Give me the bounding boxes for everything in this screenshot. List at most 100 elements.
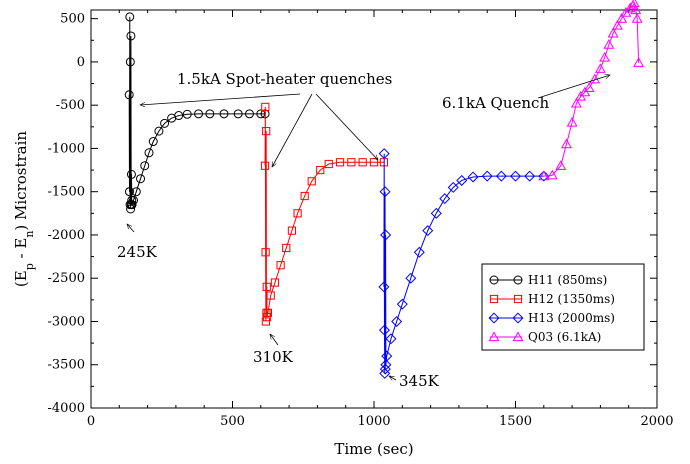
data-point (205, 109, 215, 119)
data-point (546, 169, 558, 180)
annotation-arrow-1 (140, 93, 301, 105)
legend-marker (512, 331, 524, 342)
data-point (126, 204, 136, 214)
data-point (589, 73, 601, 84)
annotation-spot-heater: 1.5kA Spot-heater quenches (140, 70, 392, 167)
data-point (633, 57, 645, 67)
x-tick-label: 500 (220, 414, 245, 429)
y-tick-label: -1000 (48, 141, 85, 156)
legend-marker (488, 331, 500, 342)
data-point (244, 109, 254, 119)
annotation-310k: 310K (253, 334, 294, 366)
data-point (599, 51, 611, 62)
data-point (140, 161, 150, 171)
data-point (456, 174, 468, 186)
data-point (603, 38, 615, 49)
y-tick-label: -500 (56, 98, 85, 113)
data-point (131, 187, 141, 197)
legend-marker (512, 312, 524, 324)
data-point (378, 281, 390, 293)
data-point (124, 90, 134, 100)
data-point (538, 170, 550, 182)
data-point (509, 170, 522, 182)
annotation-arrow-5 (127, 224, 135, 233)
axis-ticks: 0 500 1000 1500 2000 -4000 -3500 -3000 -2500 -200… (48, 10, 674, 429)
data-point (219, 109, 229, 119)
x-tick-label: 1500 (499, 414, 532, 429)
data-point (439, 193, 451, 205)
data-point (233, 109, 243, 119)
x-axis-title: Time (sec) (334, 440, 413, 458)
data-point (616, 13, 628, 23)
data-point (524, 170, 536, 182)
annotation-345k-text: 345K (399, 372, 440, 390)
data-point (160, 118, 170, 128)
x-tick-label: 0 (87, 414, 95, 429)
y-tick-label: -2000 (48, 228, 85, 243)
data-point (594, 63, 606, 73)
data-point (380, 229, 392, 241)
data-point (378, 324, 390, 336)
data-point (126, 31, 136, 41)
data-point (628, 0, 640, 8)
data-point (396, 298, 408, 310)
data-point (347, 158, 356, 167)
series-line (264, 106, 384, 322)
annotation-310k-text: 310K (253, 348, 294, 366)
data-point (125, 12, 135, 22)
series-1 (124, 12, 270, 214)
legend-marker (513, 275, 523, 285)
y-axis-title: (Ep - En) Microstrain (12, 131, 36, 288)
data-point (262, 313, 272, 322)
x-tick-label: 2000 (640, 414, 673, 429)
annotation-spot-heater-text: 1.5kA Spot-heater quenches (177, 70, 392, 88)
data-point (358, 158, 367, 167)
data-point (144, 148, 154, 158)
data-point (287, 226, 297, 235)
data-point (385, 333, 397, 345)
legend: H11 (850ms) H12 (1350ms) H13 (2000ms) Q03 (… (481, 263, 645, 351)
data-point (125, 57, 135, 67)
y-tick-label: -2500 (48, 271, 85, 286)
annotation-arrow-6 (270, 334, 279, 346)
data-marks (124, 0, 645, 379)
data-point (481, 170, 493, 182)
annotation-345k: 345K (389, 372, 440, 390)
legend-items: H11 (850ms) H12 (1350ms) H13 (2000ms) Q03 (… (488, 273, 615, 344)
data-point (624, 2, 636, 13)
data-point (154, 126, 164, 136)
data-point (538, 170, 550, 181)
legend-marker (488, 312, 500, 324)
series-2 (260, 102, 389, 326)
series-4 (538, 0, 645, 181)
data-point (607, 27, 619, 38)
data-point (262, 127, 271, 136)
legend-marker (513, 294, 523, 304)
data-point (128, 195, 138, 205)
series-3 (378, 148, 550, 379)
data-point (282, 243, 291, 253)
y-tick-label: -1500 (48, 185, 85, 200)
data-point (380, 359, 392, 371)
data-point (276, 261, 285, 270)
data-point (611, 19, 623, 30)
data-point (126, 169, 136, 179)
data-point (422, 225, 434, 237)
data-point (300, 191, 309, 201)
data-point (182, 109, 192, 119)
annotation-arrow-3 (315, 93, 378, 160)
y-tick-label: -4000 (48, 401, 85, 416)
series-line (128, 16, 266, 210)
legend-label: H11 (850ms) (528, 273, 607, 287)
y-tick-label: 500 (60, 12, 85, 27)
legend-marker (489, 275, 499, 285)
data-point (560, 138, 572, 149)
data-point (316, 165, 325, 175)
data-point (555, 160, 567, 170)
data-point (430, 207, 442, 219)
data-point (630, 4, 642, 15)
data-point (260, 161, 270, 170)
annotation-245k-text: 245K (117, 243, 158, 261)
data-point (261, 317, 270, 326)
